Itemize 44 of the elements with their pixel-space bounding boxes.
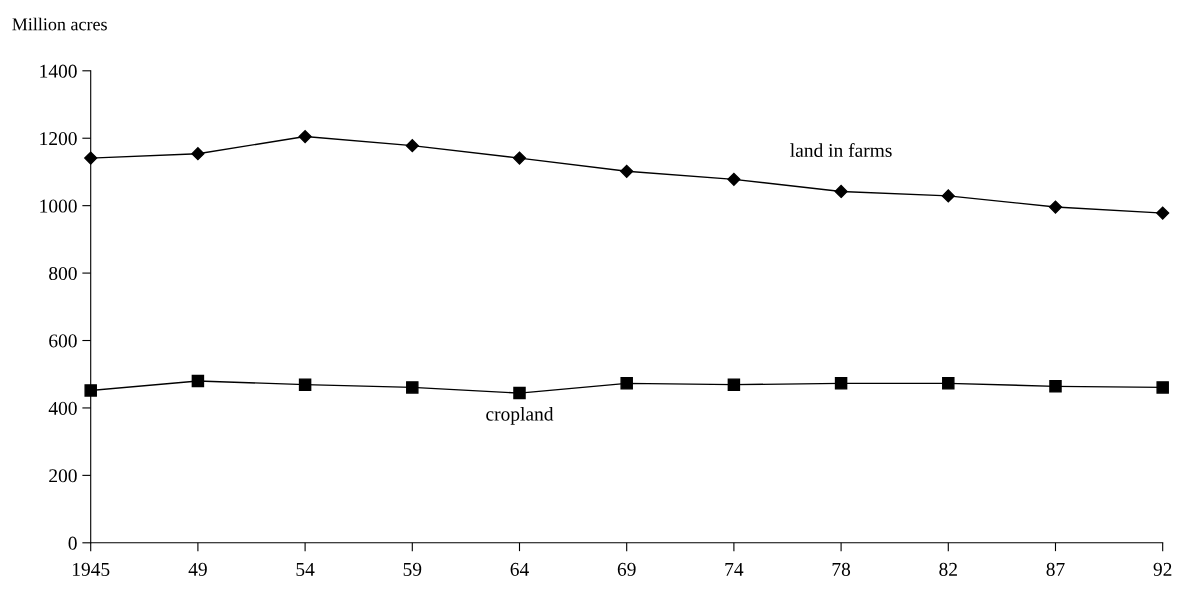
x-tick-label: 82 xyxy=(939,562,957,576)
point xyxy=(941,189,955,203)
point xyxy=(727,378,741,391)
x-tick-label: 59 xyxy=(403,562,422,576)
point xyxy=(834,377,848,390)
point xyxy=(298,129,312,144)
point xyxy=(513,386,526,400)
point xyxy=(1156,206,1170,220)
x-tick-label: 78 xyxy=(832,562,851,576)
y-axis-title: Million acres xyxy=(12,17,107,31)
y-tick-label: 1200 xyxy=(40,132,77,146)
x-tick-label: 1945 xyxy=(72,562,110,576)
series-label: cropland xyxy=(486,407,554,425)
y-tick-label: 1400 xyxy=(40,64,77,78)
point xyxy=(1048,200,1063,214)
x-tick-label: 54 xyxy=(296,562,315,576)
point xyxy=(1049,380,1062,393)
x-tick-label: 92 xyxy=(1153,562,1172,576)
point xyxy=(1156,381,1169,394)
point xyxy=(84,384,97,397)
point xyxy=(298,378,312,391)
y-tick-label: 800 xyxy=(49,266,77,281)
y-tick-label: 200 xyxy=(49,469,77,483)
y-tick-label: 0 xyxy=(68,536,77,550)
y-tick-label: 400 xyxy=(48,401,77,415)
point xyxy=(620,164,634,178)
point xyxy=(84,151,98,165)
point xyxy=(727,172,741,186)
point xyxy=(191,147,205,161)
y-tick-label: 1000 xyxy=(40,199,77,213)
series-label: land in farms xyxy=(790,143,892,157)
x-tick-label: 49 xyxy=(188,562,207,576)
point xyxy=(406,381,419,394)
point xyxy=(942,377,955,390)
x-tick-label: 64 xyxy=(510,562,529,576)
point xyxy=(405,139,419,153)
point xyxy=(834,184,848,199)
point xyxy=(512,151,527,165)
x-tick-label: 69 xyxy=(617,562,636,576)
point xyxy=(620,377,633,390)
point xyxy=(191,374,205,388)
x-tick-label: 87 xyxy=(1046,562,1065,576)
x-tick-label: 74 xyxy=(725,562,744,576)
y-tick-label: 600 xyxy=(49,334,77,348)
